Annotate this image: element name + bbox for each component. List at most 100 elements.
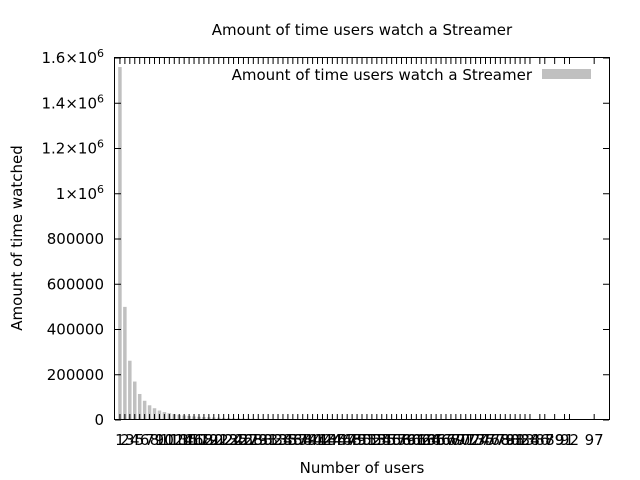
x-tick-label: 55 xyxy=(377,431,396,449)
x-tick-label: 21 xyxy=(209,431,228,449)
x-tick-label: 2 xyxy=(120,431,130,449)
x-tick-label: 31 xyxy=(259,431,278,449)
x-tick-label: 65 xyxy=(427,431,446,449)
x-tick-label: 9 xyxy=(155,431,165,449)
x-tick-label: 59 xyxy=(397,431,416,449)
y-tick-label: 800000 xyxy=(47,230,104,248)
x-tick-label: 20 xyxy=(204,431,223,449)
bar xyxy=(123,306,127,421)
x-tick-label: 58 xyxy=(392,431,411,449)
x-tick-label: 71 xyxy=(456,431,475,449)
x-tick-label: 72 xyxy=(461,431,480,449)
x-tick-label: 97 xyxy=(585,431,604,449)
x-tick-label: 13 xyxy=(170,431,189,449)
x-tick-label: 3 xyxy=(125,431,135,449)
x-tick-label: 28 xyxy=(244,431,263,449)
x-tick-label: 27 xyxy=(239,431,258,449)
x-tick-label: 74 xyxy=(471,431,490,449)
x-tick-label: 49 xyxy=(348,431,367,449)
x-tick-label: 62 xyxy=(412,431,431,449)
x-tick-label: 81 xyxy=(506,431,525,449)
x-tick-label: 44 xyxy=(323,431,342,449)
x-tick-label: 87 xyxy=(535,431,554,449)
x-tick-label: 50 xyxy=(352,431,371,449)
x-tick-label: 39 xyxy=(298,431,317,449)
x-tick-label: 45 xyxy=(328,431,347,449)
x-tick-label: 36 xyxy=(283,431,302,449)
x-tick-label: 46 xyxy=(333,431,352,449)
y-axis-label-group: Amount of time watched xyxy=(8,145,26,330)
x-tick-label: 33 xyxy=(268,431,287,449)
y-tick-label: 1.6×106 xyxy=(41,47,104,67)
x-tick-label: 22 xyxy=(214,431,233,449)
y-tick-label: 200000 xyxy=(47,366,104,384)
bar xyxy=(147,405,152,420)
plot-frame xyxy=(114,57,610,420)
x-tick-label: 32 xyxy=(264,431,283,449)
x-tick-label: 26 xyxy=(234,431,253,449)
x-tick-label: 75 xyxy=(476,431,495,449)
x-tick-label: 57 xyxy=(387,431,406,449)
x-tick-label: 30 xyxy=(254,431,273,449)
x-tick-label: 70 xyxy=(451,431,470,449)
bar xyxy=(142,400,147,420)
x-tick-label: 79 xyxy=(496,431,515,449)
x-tick-label: 16 xyxy=(184,431,203,449)
x-tick-label: 77 xyxy=(486,431,505,449)
x-tick-label: 25 xyxy=(229,431,248,449)
x-tick-label: 15 xyxy=(180,431,199,449)
legend-label: Amount of time users watch a Streamer xyxy=(232,66,533,84)
x-tick-label: 37 xyxy=(288,431,307,449)
ticks-layer: 1234567891011121314151617181920212223242… xyxy=(41,47,609,449)
x-tick-label: 7 xyxy=(145,431,155,449)
x-tick-label: 83 xyxy=(515,431,534,449)
x-tick-label: 5 xyxy=(135,431,145,449)
x-tick-label: 12 xyxy=(165,431,184,449)
legend-swatch xyxy=(542,69,591,79)
y-tick-label: 0 xyxy=(94,411,104,429)
x-tick-label: 67 xyxy=(436,431,455,449)
x-tick-label: 41 xyxy=(308,431,327,449)
x-tick-label: 14 xyxy=(175,431,194,449)
x-tick-label: 48 xyxy=(343,431,362,449)
x-tick-label: 63 xyxy=(417,431,436,449)
y-tick-label: 400000 xyxy=(47,321,104,339)
x-tick-label: 23 xyxy=(219,431,238,449)
x-tick-label: 38 xyxy=(293,431,312,449)
legend: Amount of time users watch a Streamer xyxy=(232,66,591,84)
x-tick-label: 91 xyxy=(555,431,574,449)
y-tick-label: 1.2×106 xyxy=(41,138,104,158)
x-tick-label: 68 xyxy=(441,431,460,449)
x-tick-label: 73 xyxy=(466,431,485,449)
x-tick-label: 80 xyxy=(501,431,520,449)
x-tick-label: 18 xyxy=(194,431,213,449)
x-tick-label: 69 xyxy=(446,431,465,449)
x-tick-label: 43 xyxy=(318,431,337,449)
x-tick-label: 60 xyxy=(402,431,421,449)
x-tick-label: 54 xyxy=(372,431,391,449)
x-tick-label: 66 xyxy=(431,431,450,449)
x-tick-label: 82 xyxy=(511,431,530,449)
x-tick-label: 64 xyxy=(422,431,441,449)
bar xyxy=(137,393,142,420)
x-tick-label: 17 xyxy=(189,431,208,449)
x-tick-label: 53 xyxy=(367,431,386,449)
x-tick-label: 92 xyxy=(560,431,579,449)
bar xyxy=(133,381,137,420)
y-tick-label: 600000 xyxy=(47,275,104,293)
bar xyxy=(128,360,132,420)
x-tick-label: 1 xyxy=(115,431,125,449)
x-tick-label: 51 xyxy=(357,431,376,449)
x-tick-label: 52 xyxy=(362,431,381,449)
x-tick-label: 86 xyxy=(530,431,549,449)
x-axis-label: Number of users xyxy=(300,459,425,477)
x-tick-label: 42 xyxy=(313,431,332,449)
y-tick-label: 1×106 xyxy=(56,183,104,203)
chart-title: Amount of time users watch a Streamer xyxy=(212,21,513,39)
bars-layer xyxy=(118,67,596,421)
x-tick-label: 24 xyxy=(224,431,243,449)
x-tick-label: 78 xyxy=(491,431,510,449)
y-tick-label: 1.4×106 xyxy=(41,92,104,112)
x-tick-label: 4 xyxy=(130,431,140,449)
